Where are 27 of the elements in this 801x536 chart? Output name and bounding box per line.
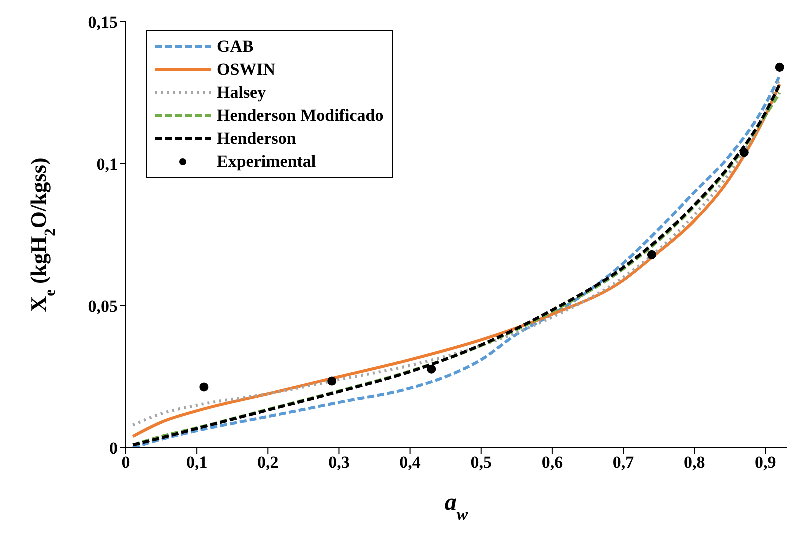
- y-tick-label: 0,1: [96, 155, 118, 174]
- legend-label: Henderson: [217, 128, 296, 148]
- point: [740, 148, 749, 158]
- x-tick-label: 0,3: [328, 453, 350, 472]
- y-tick-label: 0: [110, 439, 118, 458]
- x-axis-title: a$_{w}$: [444, 490, 469, 524]
- legend-label: Experimental: [217, 152, 316, 172]
- legend-label: OSWIN: [217, 60, 276, 80]
- x-tick-label: 0,8: [684, 453, 706, 472]
- point: [200, 382, 209, 392]
- y-tick-label: 0,05: [88, 297, 118, 316]
- point: [328, 376, 337, 386]
- point: [775, 62, 784, 72]
- point: [427, 364, 436, 374]
- x-tick-label: 0: [122, 453, 130, 472]
- point: [647, 250, 656, 260]
- x-tick-label: 0,4: [400, 453, 422, 472]
- x-tick-label: 0,2: [258, 453, 279, 472]
- legend-label: GAB: [217, 36, 254, 56]
- x-tick-label: 0,9: [755, 453, 776, 472]
- legend-label: Henderson Modificado: [217, 106, 384, 126]
- x-tick-label: 0,7: [612, 453, 635, 472]
- x-tick-label: 0,1: [186, 453, 208, 472]
- y-tick-label: 0,15: [88, 13, 118, 32]
- x-tick-label: 0,5: [470, 453, 492, 472]
- x-tick-label: 0,6: [542, 453, 564, 472]
- legend-label: Halsey: [217, 82, 266, 102]
